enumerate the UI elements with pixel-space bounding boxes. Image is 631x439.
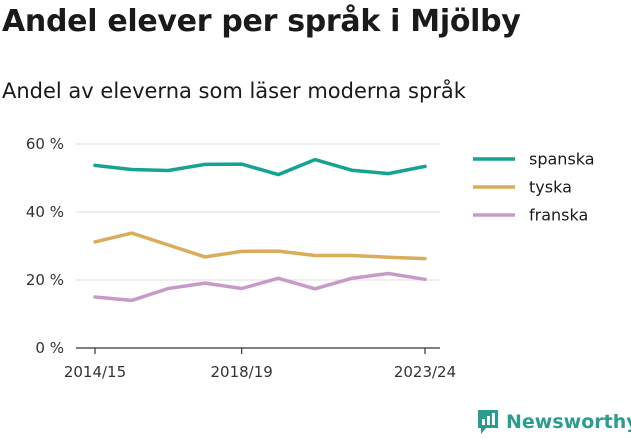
series-lines	[93, 157, 427, 303]
brand-logo: Newsworthy	[476, 408, 631, 436]
legend-label-tyska: tyska	[529, 178, 572, 197]
legend: spanska tyska franska	[473, 150, 595, 225]
series-line-spanska	[93, 157, 427, 177]
series-line-tyska	[93, 231, 427, 261]
x-tick-label: 2023/24	[394, 363, 456, 381]
y-tick-label: 20 %	[26, 271, 64, 289]
grid-lines	[76, 143, 440, 349]
brand-name: Newsworthy	[506, 411, 631, 433]
x-axis: 2014/15 2018/19 2023/24	[64, 348, 456, 381]
legend-label-franska: franska	[529, 206, 588, 225]
series-line-franska	[93, 271, 427, 303]
y-axis-labels: 0 % 20 % 40 % 60 %	[26, 135, 64, 357]
x-tick-label: 2014/15	[64, 363, 126, 381]
newsworthy-logo-icon	[478, 410, 498, 434]
y-tick-label: 0 %	[35, 339, 64, 357]
legend-label-spanska: spanska	[529, 150, 595, 169]
x-tick-label: 2018/19	[211, 363, 273, 381]
y-tick-label: 60 %	[26, 135, 64, 153]
chart-subtitle: Andel av eleverna som läser moderna språ…	[2, 79, 466, 103]
y-tick-label: 40 %	[26, 203, 64, 221]
page-title: Andel elever per språk i Mjölby	[2, 4, 521, 39]
